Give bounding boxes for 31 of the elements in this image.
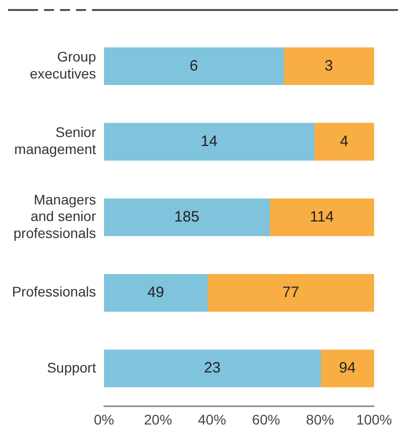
annotation: 49 [147, 284, 164, 301]
y-tick-label: Managers and senior professionals [14, 191, 96, 241]
x-tick-label: 80% [306, 411, 334, 428]
annotation: 114 [310, 208, 334, 226]
annotation: 4 [340, 132, 348, 150]
y-tick-label: Professionals [12, 284, 96, 300]
bar [320, 350, 374, 388]
x-tick-label: 100% [356, 411, 392, 428]
bar [207, 274, 374, 312]
bar [104, 47, 284, 86]
x-tick-label: 40% [198, 411, 226, 428]
annotation: 6 [190, 57, 198, 74]
annotation: 94 [339, 360, 356, 377]
y-tick-label: Senior management [14, 124, 96, 157]
x-tick-label: 20% [144, 411, 172, 428]
annotation: 14 [200, 132, 218, 150]
bar [104, 274, 208, 312]
annotation: 77 [282, 284, 300, 301]
x-tick-label: 0% [94, 411, 114, 428]
y-tick-label: Group executives [30, 48, 96, 82]
annotation: 3 [324, 57, 334, 74]
annotation: 185 [174, 208, 200, 226]
bar [104, 198, 270, 236]
bar [314, 122, 374, 161]
bar [104, 122, 314, 161]
annotation: 23 [204, 360, 221, 377]
y-tick-label: Support [46, 359, 96, 376]
bar [269, 198, 374, 236]
x-tick-label: 60% [252, 411, 280, 428]
bar [104, 350, 321, 388]
bar [283, 47, 374, 86]
